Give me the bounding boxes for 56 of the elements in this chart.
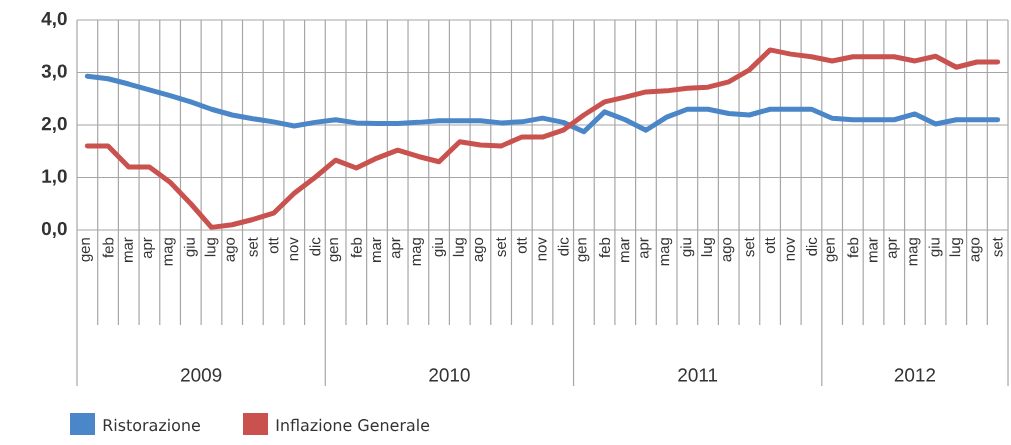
x-tick-label: nov xyxy=(290,237,299,261)
x-tick-label: mag xyxy=(661,238,673,266)
y-tick-label: 2,0 xyxy=(41,116,67,134)
x-tick-label: mar xyxy=(372,237,382,262)
x-tick-label: dic xyxy=(805,237,817,256)
x-tick-label: lug xyxy=(949,238,964,257)
x-tick-label: gen xyxy=(330,238,342,262)
x-tick-label: mag xyxy=(909,238,921,266)
x-tick-label: mag xyxy=(412,238,424,266)
text: 2012 xyxy=(894,368,936,382)
x-tick-label: ago xyxy=(971,237,983,262)
x-tick-label: mag xyxy=(164,238,176,266)
x-tick-label: gen xyxy=(81,238,93,262)
x-tick-label: mar xyxy=(869,237,878,262)
text: 2009 xyxy=(181,368,222,382)
x-tick-label: set xyxy=(744,237,755,257)
x-tick-label: set xyxy=(496,237,507,257)
x-tick-label: lug xyxy=(204,238,219,257)
legend-label: Ristorazione xyxy=(103,418,200,432)
x-tick-label: giu xyxy=(432,238,447,257)
legend-label: Inflazione Generale xyxy=(276,418,430,432)
x-tick-label: apr xyxy=(143,237,155,259)
y-tick-label: 0,0 xyxy=(41,221,67,239)
x-tick-label: feb xyxy=(350,237,362,258)
text: 2011 xyxy=(678,368,718,382)
text: 2010 xyxy=(429,368,470,382)
x-tick-label: ott xyxy=(268,237,279,254)
x-tick-label: set xyxy=(247,237,258,257)
x-tick-label: ago xyxy=(723,237,735,262)
x-tick-label: ago xyxy=(226,237,238,262)
x-tick-label: set xyxy=(992,237,1003,257)
x-tick-label: dic xyxy=(557,237,569,256)
x-tick-label: dic xyxy=(309,237,321,256)
x-tick-label: lug xyxy=(452,238,467,257)
x-tick-label: giu xyxy=(183,238,198,257)
x-tick-label: giu xyxy=(680,238,695,257)
y-tick-label: 3,0 xyxy=(41,64,67,81)
x-tick-label: lug xyxy=(701,238,715,257)
x-tick-label: apr xyxy=(640,237,652,259)
x-tick-label: nov xyxy=(538,237,547,261)
x-tick-label: apr xyxy=(888,237,900,259)
x-tick-label: gen xyxy=(826,238,838,262)
x-tick-label: gen xyxy=(578,238,590,262)
x-tick-label: nov xyxy=(786,237,795,261)
x-tick-label: mar xyxy=(124,237,133,262)
x-tick-label: feb xyxy=(102,237,114,258)
x-tick-label: ago xyxy=(474,237,487,262)
y-tick-label: 4,0 xyxy=(41,11,67,29)
x-tick-label: ott xyxy=(516,237,527,254)
x-tick-label: apr xyxy=(392,237,404,259)
y-tick-label: 1,0 xyxy=(42,169,67,186)
x-tick-label: giu xyxy=(928,238,943,257)
x-tick-label: mar xyxy=(621,237,630,262)
x-tick-label: feb xyxy=(599,237,611,258)
x-tick-label: feb xyxy=(847,237,859,258)
x-tick-label: ott xyxy=(765,237,775,254)
